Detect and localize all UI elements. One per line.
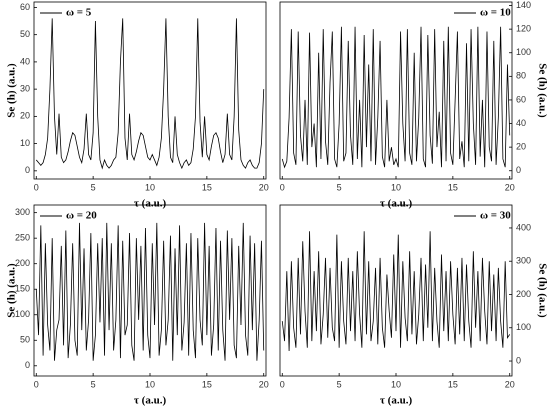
legend-label: ω = 5 [66, 7, 92, 19]
y-tick-label: 120 [516, 24, 531, 34]
x-tick-label: 0 [34, 379, 39, 389]
x-tick-label: 5 [91, 182, 96, 192]
x-tick-label: 20 [259, 379, 269, 389]
y-tick-label: 0 [516, 355, 521, 365]
x-tick-label: 0 [280, 379, 285, 389]
y-tick-label: 100 [516, 47, 531, 57]
y-tick-label: 200 [15, 258, 30, 268]
y-axis-label: Se (h) (a.u.) [536, 263, 548, 318]
y-tick-label: 300 [15, 207, 30, 217]
data-line [35, 18, 265, 170]
y-tick-label: 0 [25, 360, 30, 370]
y-axis-label: Se (h) (a.u.) [6, 263, 18, 318]
y-tick-label: 40 [516, 118, 526, 128]
x-axis-label: τ (a.u.) [380, 395, 413, 407]
y-tick-label: 50 [20, 29, 30, 39]
y-tick-label: 0 [516, 165, 521, 175]
x-tick-label: 0 [280, 182, 285, 192]
x-axis-label: τ (a.u.) [134, 198, 167, 210]
y-tick-label: 200 [516, 289, 531, 299]
x-tick-label: 15 [448, 379, 458, 389]
x-tick-label: 10 [145, 379, 155, 389]
y-tick-label: 300 [516, 256, 531, 266]
y-tick-label: 80 [516, 71, 526, 81]
x-tick-label: 0 [34, 182, 39, 192]
y-tick-label: 20 [20, 111, 30, 121]
x-tick-label: 15 [448, 182, 458, 192]
y-tick-label: 60 [516, 94, 526, 104]
legend-label: ω = 20 [66, 210, 97, 222]
y-tick-label: 140 [516, 0, 531, 10]
x-tick-label: 20 [259, 182, 269, 192]
x-tick-label: 15 [202, 379, 212, 389]
legend-label: ω = 30 [480, 210, 511, 222]
x-tick-label: 20 [505, 379, 515, 389]
y-tick-label: 150 [15, 284, 30, 294]
data-line [281, 26, 511, 169]
y-tick-label: 50 [20, 335, 30, 345]
y-axis-label: Se (h) (a.u.) [6, 63, 18, 118]
y-tick-label: 10 [20, 138, 30, 148]
x-axis-label: τ (a.u.) [134, 395, 167, 407]
y-axis-label: Se (h) (a.u.) [536, 63, 548, 118]
x-tick-label: 5 [337, 182, 342, 192]
y-tick-label: 250 [15, 233, 30, 243]
x-tick-label: 5 [337, 379, 342, 389]
legend-label: ω = 10 [480, 7, 511, 19]
x-axis-label: τ (a.u.) [380, 198, 413, 210]
y-tick-label: 20 [516, 142, 526, 152]
x-tick-label: 15 [202, 182, 212, 192]
x-tick-label: 10 [391, 379, 401, 389]
plot-frame [33, 1, 267, 180]
y-tick-label: 100 [15, 309, 30, 319]
y-tick-label: 40 [20, 56, 30, 66]
x-tick-label: 10 [145, 182, 155, 192]
x-tick-label: 20 [505, 182, 515, 192]
data-line [281, 231, 511, 352]
y-tick-label: 0 [25, 165, 30, 175]
y-tick-label: 400 [516, 222, 531, 232]
x-tick-label: 5 [91, 379, 96, 389]
data-line [35, 222, 265, 361]
y-tick-label: 100 [516, 322, 531, 332]
x-tick-label: 10 [391, 182, 401, 192]
y-tick-label: 30 [20, 84, 30, 94]
y-tick-label: 60 [20, 2, 30, 12]
